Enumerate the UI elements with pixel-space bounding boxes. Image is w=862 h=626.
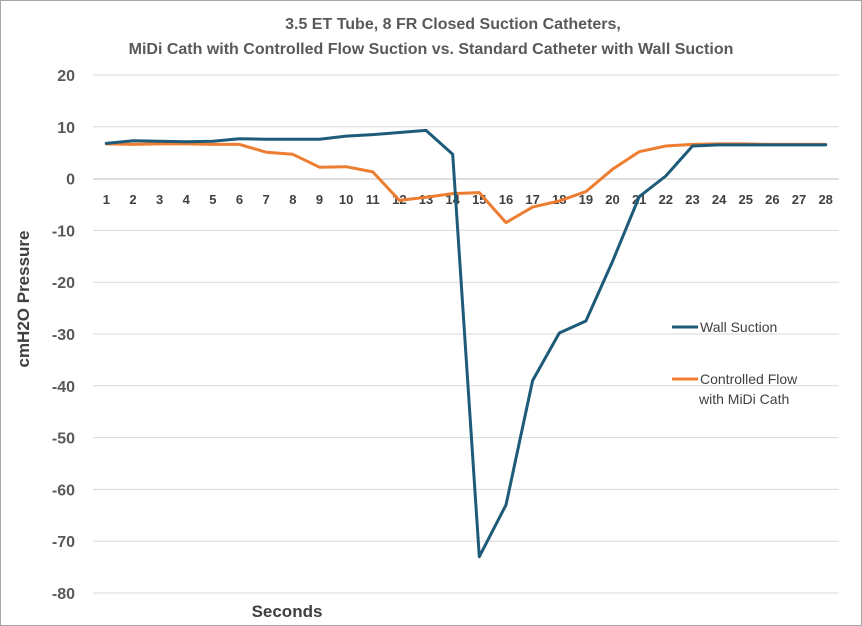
x-tick-label: 1 xyxy=(103,192,110,207)
y-tick-label: -10 xyxy=(52,223,75,240)
x-tick-label: 26 xyxy=(765,192,779,207)
y-tick-label: 10 xyxy=(57,120,75,137)
x-tick-label: 16 xyxy=(499,192,513,207)
x-tick-label: 27 xyxy=(792,192,806,207)
y-axis-ticks: 20 10 0 -10 -20 -30 -40 -50 -60 -70 -80 xyxy=(52,68,75,603)
y-tick-label: 20 xyxy=(57,68,75,85)
series-line-wall-suction xyxy=(104,128,828,559)
chart-title-line-2: MiDi Cath with Controlled Flow Suction v… xyxy=(129,41,734,58)
x-tick-label: 8 xyxy=(289,192,296,207)
x-tick-label: 24 xyxy=(712,192,727,207)
y-tick-label: 0 xyxy=(66,172,75,189)
series-line-controlled-flow xyxy=(104,142,828,225)
x-tick-label: 25 xyxy=(739,192,753,207)
x-tick-label: 22 xyxy=(659,192,673,207)
legend-label-controlled-flow-line2: with MiDi Cath xyxy=(698,391,789,407)
x-tick-label: 6 xyxy=(236,192,243,207)
series-lines xyxy=(104,128,828,559)
legend-label-controlled-flow: Controlled Flow xyxy=(700,371,798,387)
y-axis-label: cmH2O Pressure xyxy=(14,230,33,367)
x-tick-label: 9 xyxy=(316,192,323,207)
x-tick-label: 10 xyxy=(339,192,353,207)
x-tick-label: 20 xyxy=(605,192,619,207)
x-tick-label: 2 xyxy=(129,192,136,207)
y-tick-label: -40 xyxy=(52,379,75,396)
x-tick-label: 5 xyxy=(209,192,216,207)
y-tick-label: -80 xyxy=(52,586,75,603)
chart-title: 3.5 ET Tube, 8 FR Closed Suction Cathete… xyxy=(129,16,734,58)
x-tick-label: 17 xyxy=(525,192,539,207)
x-tick-label: 11 xyxy=(366,192,380,207)
x-tick-label: 19 xyxy=(579,192,593,207)
x-tick-label: 3 xyxy=(156,192,163,207)
x-axis-label: Seconds xyxy=(252,602,323,621)
y-tick-label: -60 xyxy=(52,482,75,499)
y-tick-label: -30 xyxy=(52,327,75,344)
x-tick-label: 28 xyxy=(818,192,832,207)
x-tick-label: 13 xyxy=(419,192,433,207)
legend: Wall Suction Controlled Flow with MiDi C… xyxy=(672,319,798,407)
y-tick-label: -20 xyxy=(52,275,75,292)
y-tick-label: -50 xyxy=(52,431,75,448)
x-axis-ticks: 1 2 3 4 5 6 7 8 9 10 11 12 13 14 15 16 17 18 19 20 21 22 23 24 2… xyxy=(103,192,833,207)
x-tick-label: 23 xyxy=(685,192,699,207)
x-tick-label: 7 xyxy=(263,192,270,207)
legend-label-wall-suction: Wall Suction xyxy=(700,319,777,335)
x-tick-label: 4 xyxy=(183,192,191,207)
chart-title-line-1: 3.5 ET Tube, 8 FR Closed Suction Cathete… xyxy=(285,16,621,33)
y-tick-label: -70 xyxy=(52,534,75,551)
